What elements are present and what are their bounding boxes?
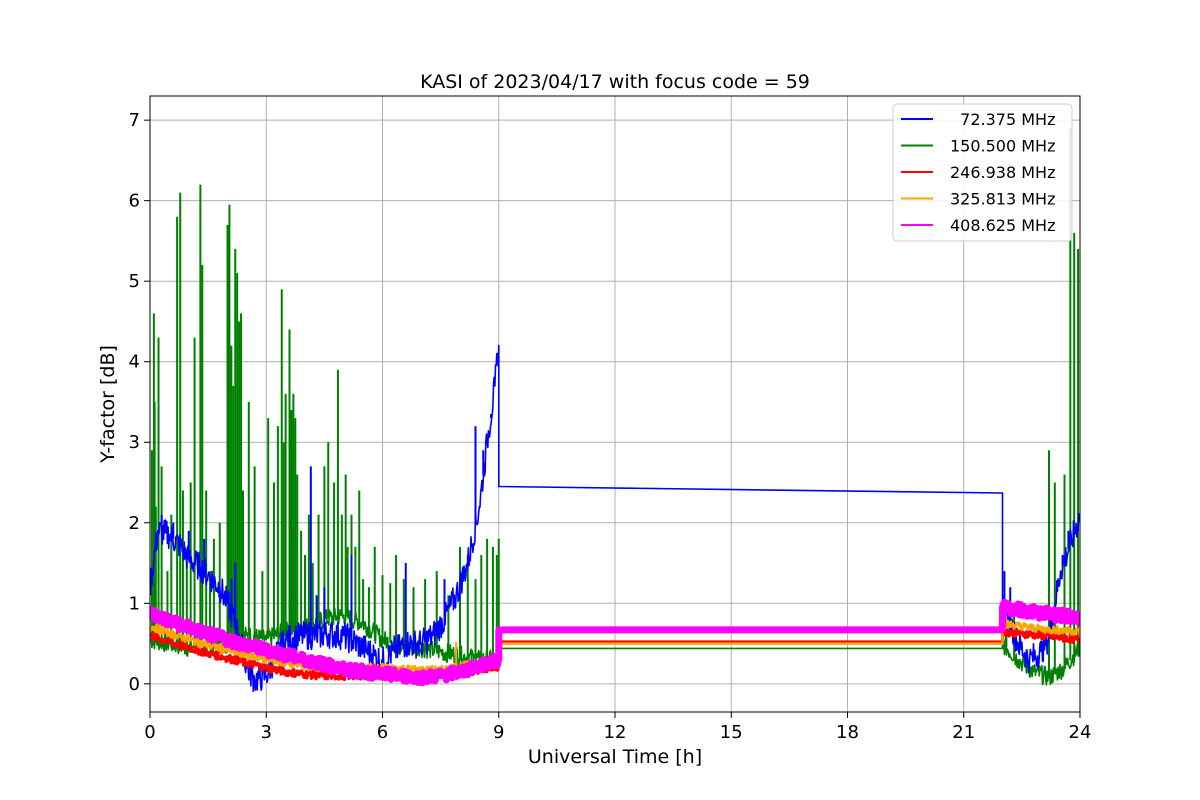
x-tick-label: 12 xyxy=(604,722,627,743)
series-line xyxy=(150,598,1080,687)
x-tick-label: 21 xyxy=(952,722,975,743)
x-tick-label: 24 xyxy=(1069,722,1092,743)
y-axis-label: Y-factor [dB] xyxy=(97,345,119,464)
y-tick-label: 3 xyxy=(129,432,140,453)
x-axis-label: Universal Time [h] xyxy=(528,746,702,768)
legend-entry: 408.625 MHz xyxy=(950,216,1055,235)
y-tick-label: 2 xyxy=(129,513,140,534)
legend-entry: 150.500 MHz xyxy=(950,137,1055,156)
y-tick-label: 5 xyxy=(129,271,140,292)
x-tick-label: 9 xyxy=(493,722,504,743)
x-tick-label: 3 xyxy=(261,722,272,743)
x-tick-label: 18 xyxy=(836,722,859,743)
y-tick-label: 1 xyxy=(129,593,140,614)
y-tick-label: 6 xyxy=(129,191,140,212)
legend-entry: 325.813 MHz xyxy=(950,190,1055,209)
legend-box xyxy=(892,103,1073,242)
x-tick-label: 6 xyxy=(377,722,388,743)
legend: 72.375 MHz 150.500 MHz 246.938 MHz 325.813 … xyxy=(892,103,1073,242)
y-tick-label: 4 xyxy=(129,352,140,373)
x-tick-label: 0 xyxy=(144,722,155,743)
y-tick-label: 0 xyxy=(129,674,140,695)
y-tick-label: 7 xyxy=(129,110,140,131)
legend-entry: 246.938 MHz xyxy=(950,163,1055,182)
plot-area xyxy=(150,128,1080,693)
chart-title: KASI of 2023/04/17 with focus code = 59 xyxy=(420,71,810,93)
legend-entry: 72.375 MHz xyxy=(950,110,1055,129)
x-tick-label: 15 xyxy=(720,722,743,743)
